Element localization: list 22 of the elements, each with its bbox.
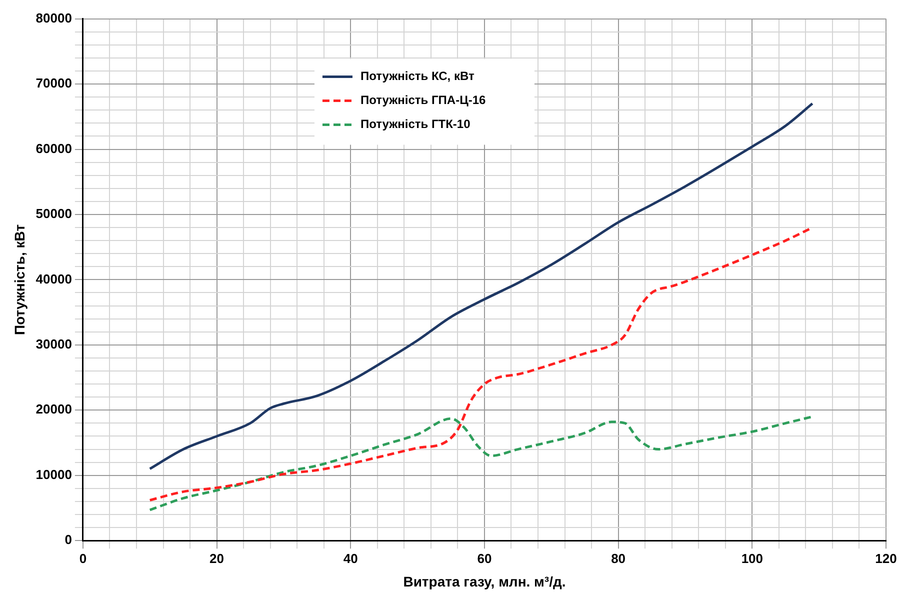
x-tick-label: 100 [741,550,764,566]
x-axis-title: Витрата газу, млн. м³/д. [403,573,566,590]
y-tick-label: 20000 [36,402,72,417]
x-tick-label: 120 [875,550,897,566]
x-tick-label: 0 [79,550,87,566]
y-tick-label: 80000 [36,10,72,26]
y-axis-title: Потужність, кВт [11,224,28,335]
line-series [148,415,814,512]
y-tick-label: 60000 [36,140,72,156]
legend-label: Потужність ГТК-10 [360,117,471,132]
y-tick-label: 30000 [36,336,72,352]
x-tick-label: 80 [611,550,626,566]
y-tick-label: 50000 [36,206,72,222]
x-tick-label: 60 [477,550,492,566]
legend-label: Потужність ГПА-Ц-16 [360,93,486,108]
x-tick-label: 20 [210,550,224,566]
y-tick-label: 70000 [36,76,72,91]
x-tick-label: 40 [343,550,358,566]
y-tick-label: 10000 [36,466,72,482]
y-tick-label: 40000 [36,271,72,286]
legend-label: Потужність КС, кВт [360,69,474,84]
y-tick-label: 0 [64,532,72,548]
